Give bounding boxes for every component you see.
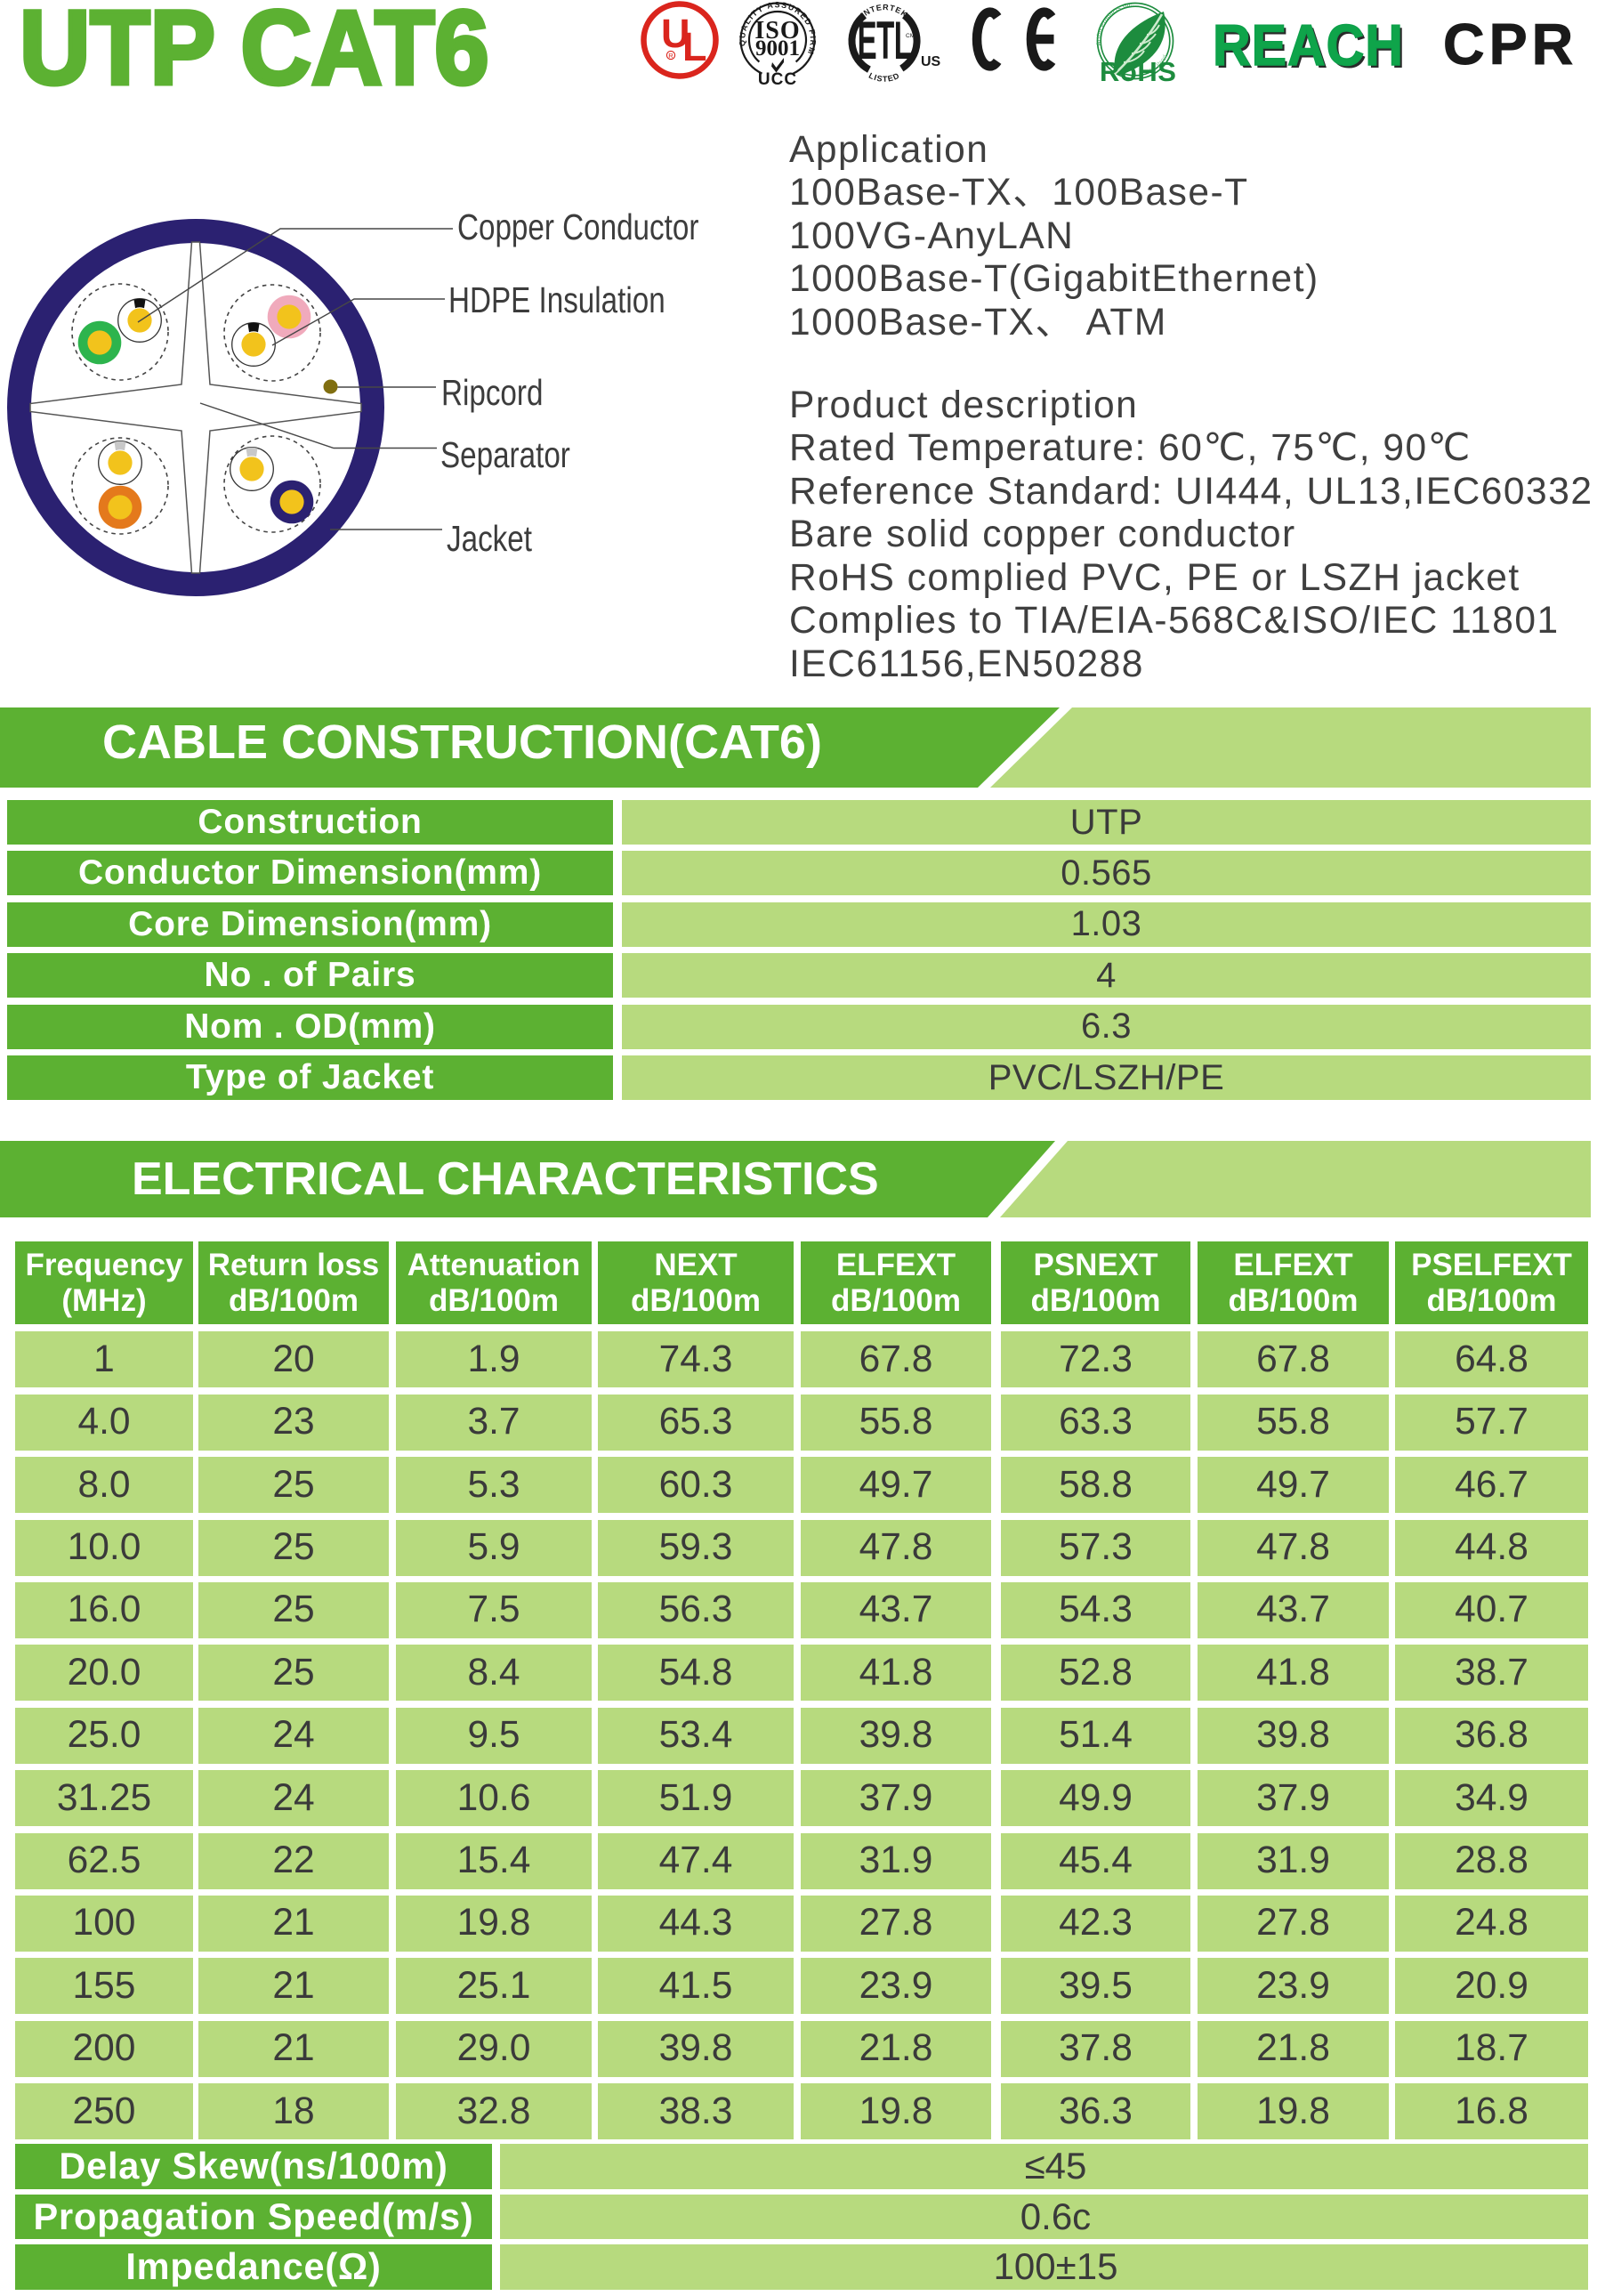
svg-text:UCC: UCC xyxy=(758,70,797,89)
svg-text:US: US xyxy=(921,54,941,69)
svg-text:CM: CM xyxy=(906,33,915,39)
svg-text:RoHS: RoHS xyxy=(1100,56,1176,87)
svg-text:R: R xyxy=(668,52,673,60)
svg-text:LISTED: LISTED xyxy=(867,71,901,84)
svg-text:L: L xyxy=(682,24,707,69)
svg-text:ISO: ISO xyxy=(754,17,800,44)
svg-text:U: U xyxy=(661,11,690,56)
svg-text:9001: 9001 xyxy=(755,36,800,61)
svg-text:ETL: ETL xyxy=(858,12,912,71)
